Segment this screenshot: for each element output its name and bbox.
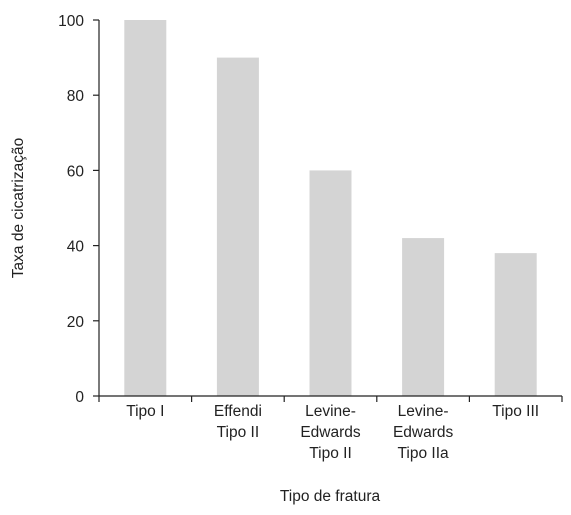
x-tick-label-line: Edwards (393, 424, 454, 441)
x-axis-title: Tipo de fratura (280, 488, 381, 505)
bar-3 (309, 170, 352, 396)
y-axis-title: Taxa de cicatrização (10, 138, 27, 278)
y-tick-label-100: 100 (58, 13, 84, 30)
bar-1 (124, 20, 167, 396)
x-tick-label-line: Edwards (300, 424, 361, 441)
x-tick-label-line: Levine- (398, 403, 449, 420)
x-tick-label-2: Effendi Tipo II (214, 403, 262, 441)
y-tick-label-40: 40 (67, 239, 85, 256)
x-tick-label-line: Tipo IIa (398, 445, 449, 462)
x-tick-label-line: Tipo II (309, 445, 352, 462)
x-ticks-group: Tipo I Effendi Tipo II Levine- Edwards Tipo I… (98, 396, 563, 462)
y-tick-label-80: 80 (67, 88, 85, 105)
x-tick-label-1: Tipo I (126, 403, 164, 420)
x-tick-label-line: Levine- (305, 403, 356, 420)
y-tick-label-20: 20 (67, 314, 85, 331)
bar-2 (216, 57, 259, 396)
x-tick-label-5: Tipo III (492, 403, 539, 420)
x-tick-label-4: Levine- Edwards Tipo IIa (393, 403, 454, 462)
y-ticks-group: 0 20 40 60 80 100 (58, 13, 99, 406)
axes-group (98, 20, 562, 397)
x-tick-label-line: Tipo III (492, 403, 539, 420)
bar-4 (402, 238, 445, 396)
x-tick-label-line: Effendi (214, 403, 262, 420)
bar-5 (494, 253, 537, 396)
x-tick-label-line: Tipo II (217, 424, 260, 441)
y-tick-label-0: 0 (75, 389, 84, 406)
bars-group (124, 20, 537, 396)
x-tick-label-3: Levine- Edwards Tipo II (300, 403, 361, 462)
x-tick-label-line: Tipo I (126, 403, 164, 420)
y-tick-label-60: 60 (67, 163, 85, 180)
